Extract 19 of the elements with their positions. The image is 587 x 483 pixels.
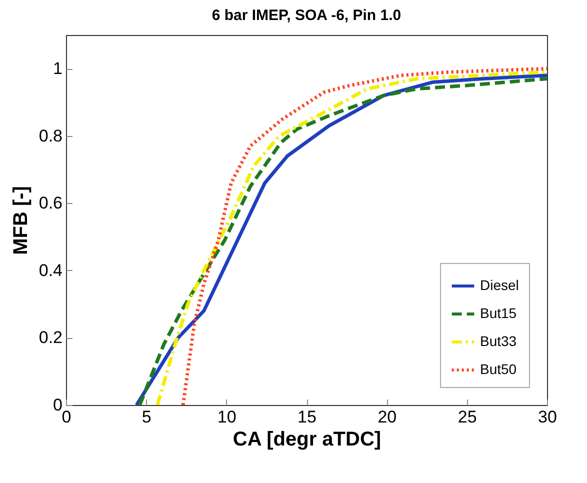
chart-title: 6 bar IMEP, SOA -6, Pin 1.0 <box>212 7 402 24</box>
x-tick-label: 15 <box>298 408 316 426</box>
y-tick-label: 1 <box>53 59 62 78</box>
legend-label: Diesel <box>480 277 519 293</box>
legend-label: But15 <box>480 305 517 321</box>
x-tick-label: 5 <box>142 408 152 426</box>
y-tick-label: 0 <box>53 396 62 414</box>
y-tick-label: 0.4 <box>38 260 62 280</box>
x-tick-label: 20 <box>378 408 397 426</box>
x-tick-label: 30 <box>538 408 557 426</box>
y-axis-title: MFB [-] <box>10 186 32 255</box>
y-tick-label: 0.2 <box>38 328 62 348</box>
y-tick-label: 0.8 <box>38 126 62 146</box>
legend-label: But50 <box>480 361 517 377</box>
legend-label: But33 <box>480 333 517 349</box>
x-axis-title: CA [degr aTDC] <box>232 428 382 450</box>
x-tick-label: 10 <box>217 408 236 426</box>
y-tick-label: 0.6 <box>38 194 62 213</box>
x-tick-label: 25 <box>458 408 477 426</box>
